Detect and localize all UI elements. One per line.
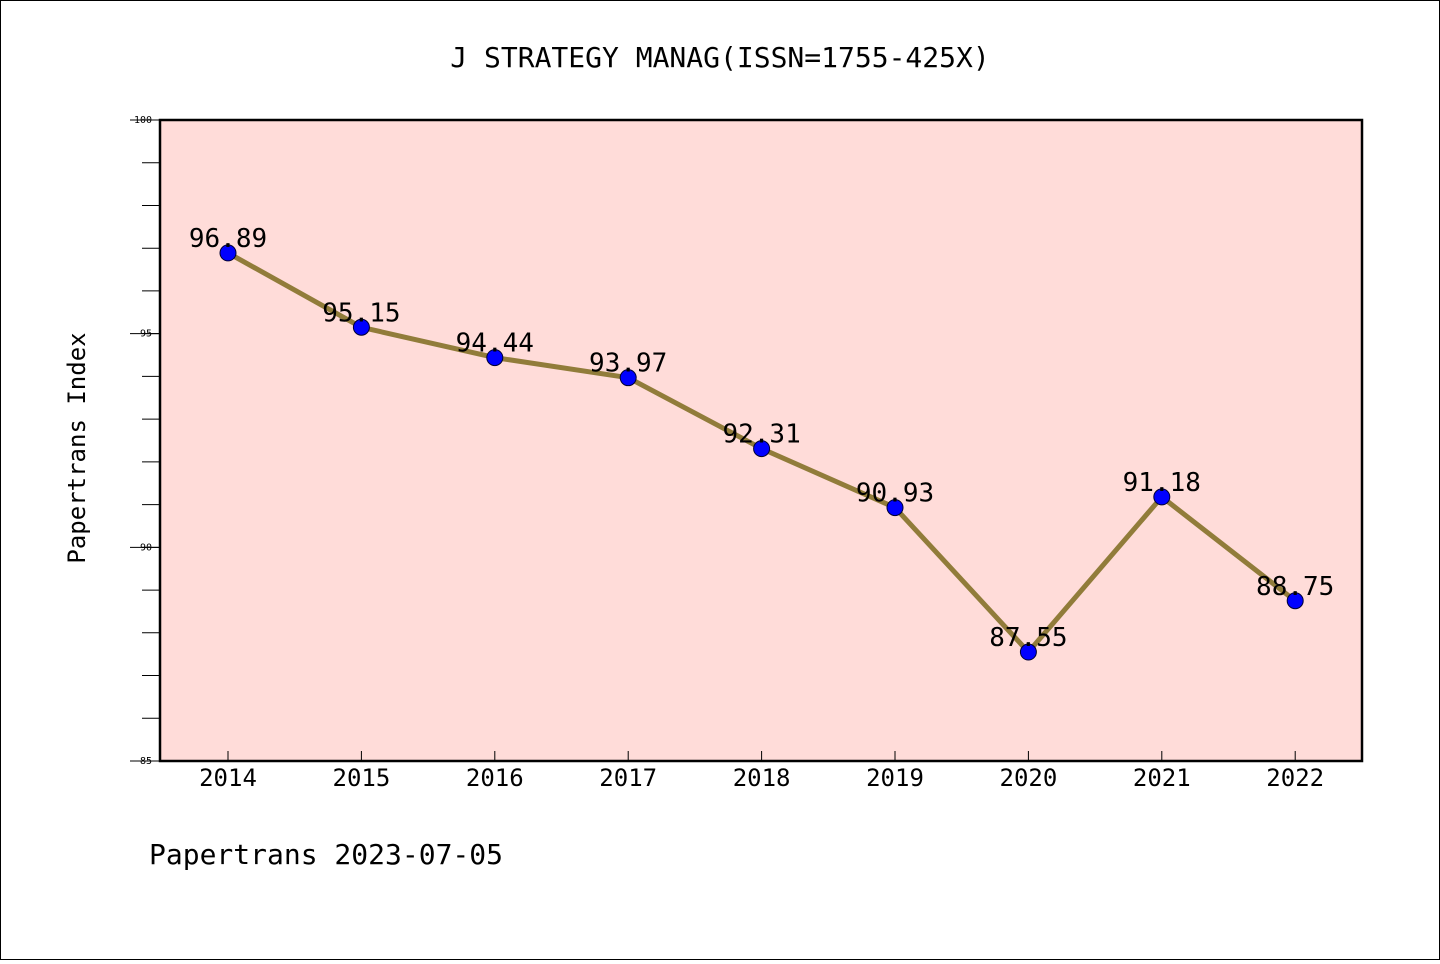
data-label: 96.89: [189, 224, 267, 254]
data-point: [886, 499, 904, 517]
data-label: 92.31: [722, 420, 800, 450]
x-tick-label: 2019: [866, 764, 924, 792]
plot-border: [158, 118, 1364, 763]
data-point: [1153, 488, 1171, 506]
data-label: 90.93: [856, 479, 934, 509]
data-point: [219, 244, 237, 262]
x-tick-label: 2016: [466, 764, 524, 792]
chart-title: J STRATEGY MANAG(ISSN=1755-425X): [450, 41, 989, 74]
data-point: [1286, 592, 1304, 610]
x-axis-ticks: 2014 2015 2016 2017 2018 2019 2020 2021 2022: [199, 751, 1324, 792]
x-tick-label: 2021: [1133, 764, 1191, 792]
data-label: 94.44: [456, 329, 534, 359]
data-point: [619, 369, 637, 387]
data-label: 87.55: [989, 623, 1067, 653]
data-point: [753, 440, 771, 458]
data-label: 88.75: [1256, 572, 1334, 602]
x-tick-label: 2017: [599, 764, 657, 792]
data-label: 93.97: [589, 349, 667, 379]
series-data-labels: 96.89 95.15 94.44 93.97 92.31 90.93 87.55 91.18…: [189, 224, 1334, 653]
data-point: [486, 349, 504, 367]
y-minor-ticks: [142, 119, 160, 762]
y-major-ticks: 85 90 95 100: [130, 115, 160, 767]
x-tick-label: 2018: [733, 764, 791, 792]
data-label: 95.15: [322, 298, 400, 328]
y-axis-label: Papertrans Index: [63, 332, 91, 563]
series-points: [219, 244, 1304, 661]
x-tick-label: 2014: [199, 764, 257, 792]
data-label: 91.18: [1123, 468, 1201, 498]
y-tick-label: 95: [140, 329, 152, 340]
y-tick-label: 85: [140, 756, 152, 767]
x-tick-label: 2020: [1000, 764, 1058, 792]
footer-text: Papertrans 2023-07-05: [149, 838, 503, 871]
data-point: [1019, 643, 1037, 661]
data-point: [352, 318, 370, 336]
y-tick-label: 100: [134, 115, 152, 126]
x-tick-label: 2015: [333, 764, 391, 792]
y-tick-label: 90: [140, 542, 152, 553]
x-tick-label: 2022: [1266, 764, 1324, 792]
